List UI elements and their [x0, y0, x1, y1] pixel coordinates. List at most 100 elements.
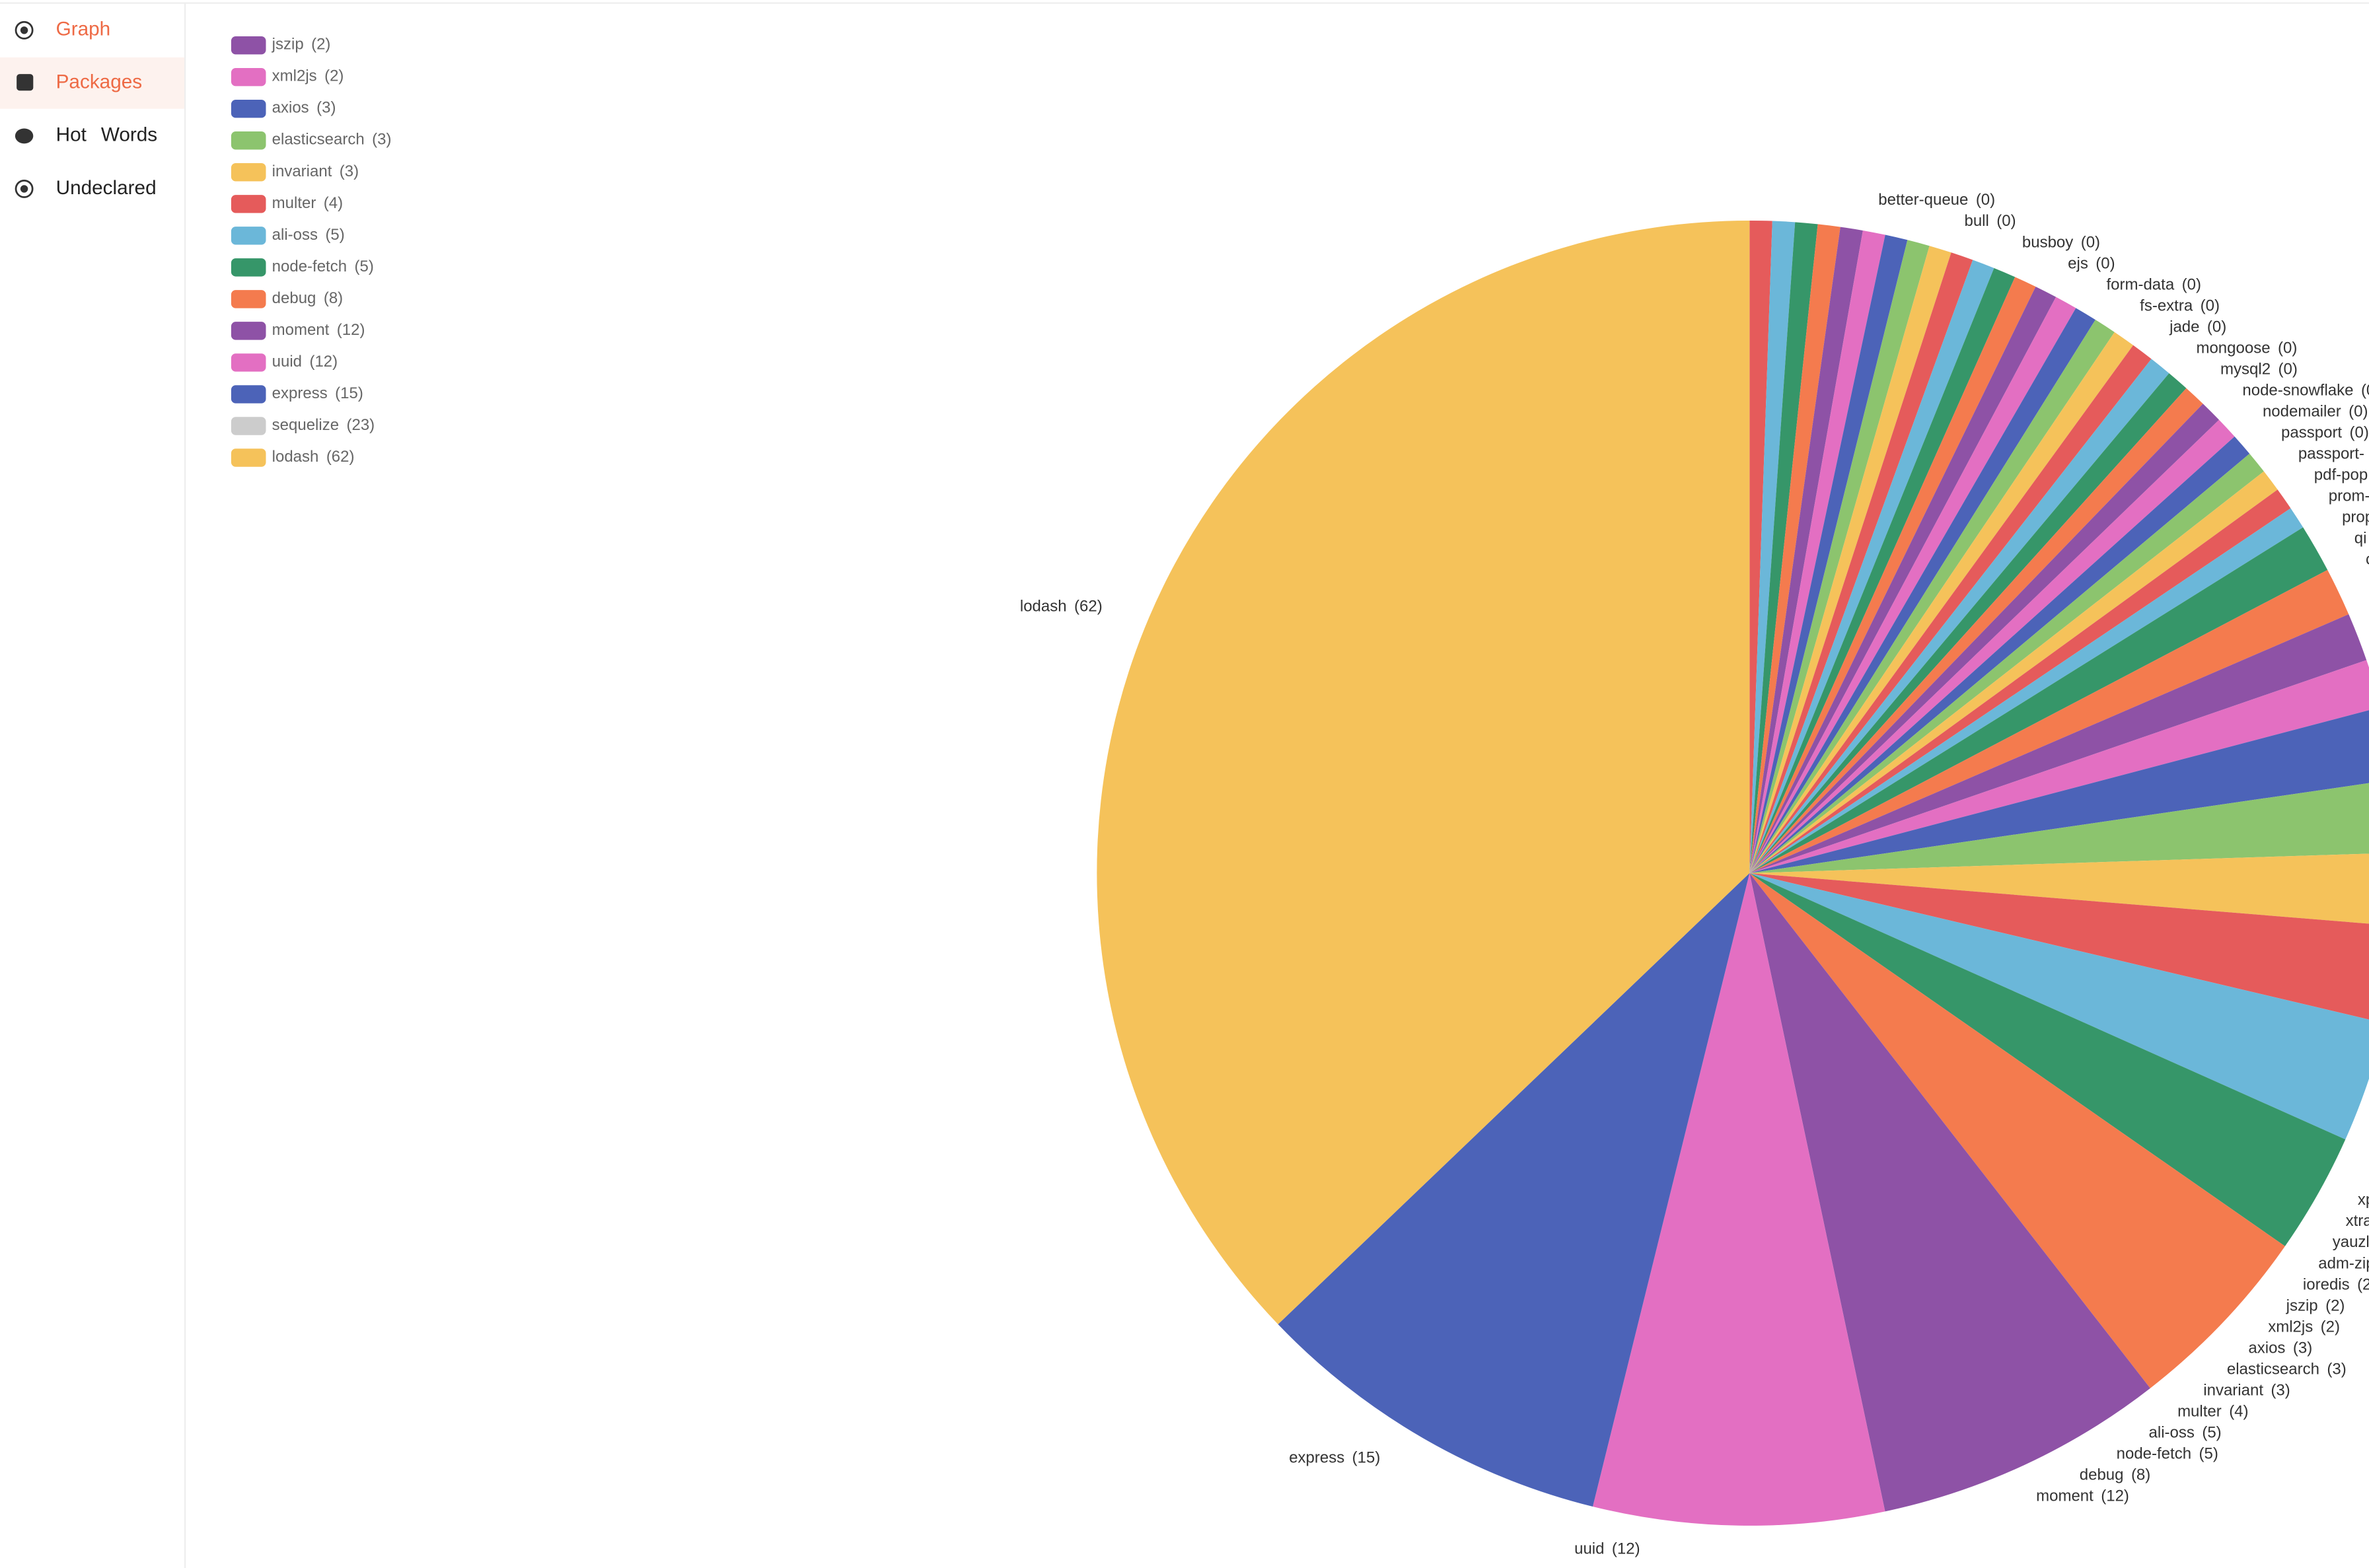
- label-value: (3): [2271, 1382, 2290, 1400]
- label-value: (5): [2199, 1445, 2218, 1463]
- label-name: prop: [2342, 509, 2369, 526]
- pie-slice[interactable]: [1749, 489, 2291, 873]
- legend-swatch: [231, 258, 266, 277]
- pie-slice[interactable]: [1749, 779, 2369, 873]
- pie-slice[interactable]: [1749, 221, 1796, 873]
- pie-slice[interactable]: [1749, 419, 2235, 873]
- sidebar: Graph Packages Hot Words Undeclared: [0, 3, 186, 1568]
- legend: jszip (2) xml2js (2) axios (3) elasticsearch (3…: [231, 36, 392, 467]
- legend-item[interactable]: moment (12): [231, 321, 365, 340]
- pie-slice[interactable]: [1749, 453, 2264, 873]
- pie-slice[interactable]: [1749, 471, 2278, 873]
- label-name: elasticsearch: [2227, 1361, 2319, 1378]
- pie-slice[interactable]: [1749, 308, 2096, 873]
- pie-slice[interactable]: [1749, 660, 2369, 873]
- legend-item[interactable]: axios (3): [231, 99, 336, 118]
- pie-slice[interactable]: [1749, 286, 2057, 873]
- pie-slice[interactable]: [1749, 388, 2203, 873]
- pie-slice[interactable]: [1749, 220, 1772, 873]
- pie-slice[interactable]: [1749, 873, 2285, 1388]
- pie-slice[interactable]: [1749, 873, 2346, 1246]
- pie-slice[interactable]: [1749, 252, 1973, 873]
- label-value: (0): [2201, 297, 2220, 315]
- label-name: jszip: [2286, 1297, 2318, 1315]
- legend-item[interactable]: jszip (2): [231, 36, 331, 55]
- legend-name: node-fetch: [272, 258, 347, 275]
- pie-slice[interactable]: [1749, 508, 2304, 873]
- nav-label: Graph: [56, 18, 111, 40]
- legend-item[interactable]: lodash (62): [231, 448, 355, 467]
- pie-slice[interactable]: [1749, 373, 2187, 873]
- pie-slice[interactable]: [1749, 527, 2328, 873]
- pie-slice[interactable]: [1278, 873, 1750, 1507]
- pie-slice[interactable]: [1749, 873, 2369, 1023]
- pie-slice[interactable]: [1749, 297, 2076, 873]
- pie-slice[interactable]: [1749, 230, 1885, 873]
- pie-slice[interactable]: [1749, 345, 2152, 873]
- legend-item[interactable]: invariant (3): [231, 162, 359, 182]
- legend-item[interactable]: multer (4): [231, 194, 343, 213]
- legend-label: elasticsearch (3): [272, 131, 392, 149]
- label-name: uuid: [1574, 1540, 1604, 1558]
- legend-item[interactable]: sequelize (23): [231, 416, 375, 435]
- pie-slice[interactable]: [1749, 332, 2134, 873]
- label-value: (0): [2278, 361, 2298, 378]
- nav-packages[interactable]: Packages: [17, 71, 142, 93]
- label-value: (2): [2321, 1318, 2340, 1336]
- legend-name: express: [272, 384, 328, 402]
- pie-slice[interactable]: [1749, 569, 2349, 873]
- legend-name: ali-oss: [272, 226, 318, 244]
- pie-slice[interactable]: [1749, 614, 2367, 873]
- pie-slice[interactable]: [1749, 320, 2115, 873]
- legend-item[interactable]: elasticsearch (3): [231, 131, 392, 150]
- pie-slice[interactable]: [1749, 873, 2150, 1512]
- legend-label: moment (12): [272, 321, 365, 339]
- label-name: yauzl: [2333, 1234, 2369, 1252]
- pie-slice[interactable]: [1592, 873, 1885, 1526]
- slice-label: ioredis (2): [2303, 1276, 2369, 1294]
- legend-swatch: [231, 131, 266, 150]
- nav-undeclared[interactable]: Undeclared: [15, 177, 157, 199]
- slice-label: xtra(0): [2346, 1213, 2369, 1230]
- legend-item[interactable]: xml2js (2): [231, 67, 344, 87]
- legend-item[interactable]: debug (8): [231, 289, 343, 308]
- nav-hot-words[interactable]: Hot Words: [15, 124, 157, 146]
- legend-item[interactable]: express (15): [231, 384, 363, 404]
- nav-graph[interactable]: Graph: [15, 18, 111, 40]
- legend-item[interactable]: node-fetch (5): [231, 258, 374, 277]
- label-value: (0): [2361, 382, 2369, 400]
- legend-swatch: [231, 290, 266, 308]
- pie-slice[interactable]: [1749, 234, 1908, 873]
- legend-name: debug: [272, 289, 316, 307]
- pie-slice[interactable]: [1749, 267, 2016, 873]
- label-name: axios: [2248, 1339, 2285, 1357]
- slice-label: jszip (2): [2286, 1297, 2345, 1315]
- pie-slice[interactable]: [1749, 707, 2369, 873]
- slice-label: node-snowflake (0): [2242, 382, 2369, 400]
- label-name: moment: [2036, 1487, 2094, 1505]
- label-name: xp: [2358, 1192, 2369, 1209]
- pie-slice[interactable]: [1749, 404, 2220, 873]
- pie-slice[interactable]: [1749, 436, 2250, 873]
- pie-slice[interactable]: [1749, 260, 1994, 873]
- slice-label: busboy (0): [2022, 234, 2100, 252]
- pie-slice[interactable]: [1749, 359, 2169, 873]
- label-value: (0): [2207, 318, 2226, 336]
- pie-slice[interactable]: [1749, 222, 1818, 873]
- label-value: (0): [2182, 276, 2201, 294]
- pie-slice[interactable]: [1749, 246, 1951, 873]
- pie-slice[interactable]: [1749, 873, 2369, 1140]
- slice-label: express (15): [1289, 1449, 1380, 1467]
- pie-slice[interactable]: [1097, 220, 1750, 1325]
- pie-slice[interactable]: [1749, 224, 1841, 873]
- legend-item[interactable]: uuid (12): [231, 353, 338, 372]
- pie-slice[interactable]: [1749, 277, 2036, 873]
- label-name: express: [1289, 1449, 1344, 1467]
- pie-slice[interactable]: [1749, 853, 2369, 926]
- label-value: (0): [2278, 339, 2297, 357]
- pie-slice[interactable]: [1749, 227, 1863, 873]
- pie-slice[interactable]: [1749, 240, 1930, 873]
- legend-name: sequelize: [272, 416, 339, 434]
- legend-item[interactable]: ali-oss (5): [231, 226, 345, 245]
